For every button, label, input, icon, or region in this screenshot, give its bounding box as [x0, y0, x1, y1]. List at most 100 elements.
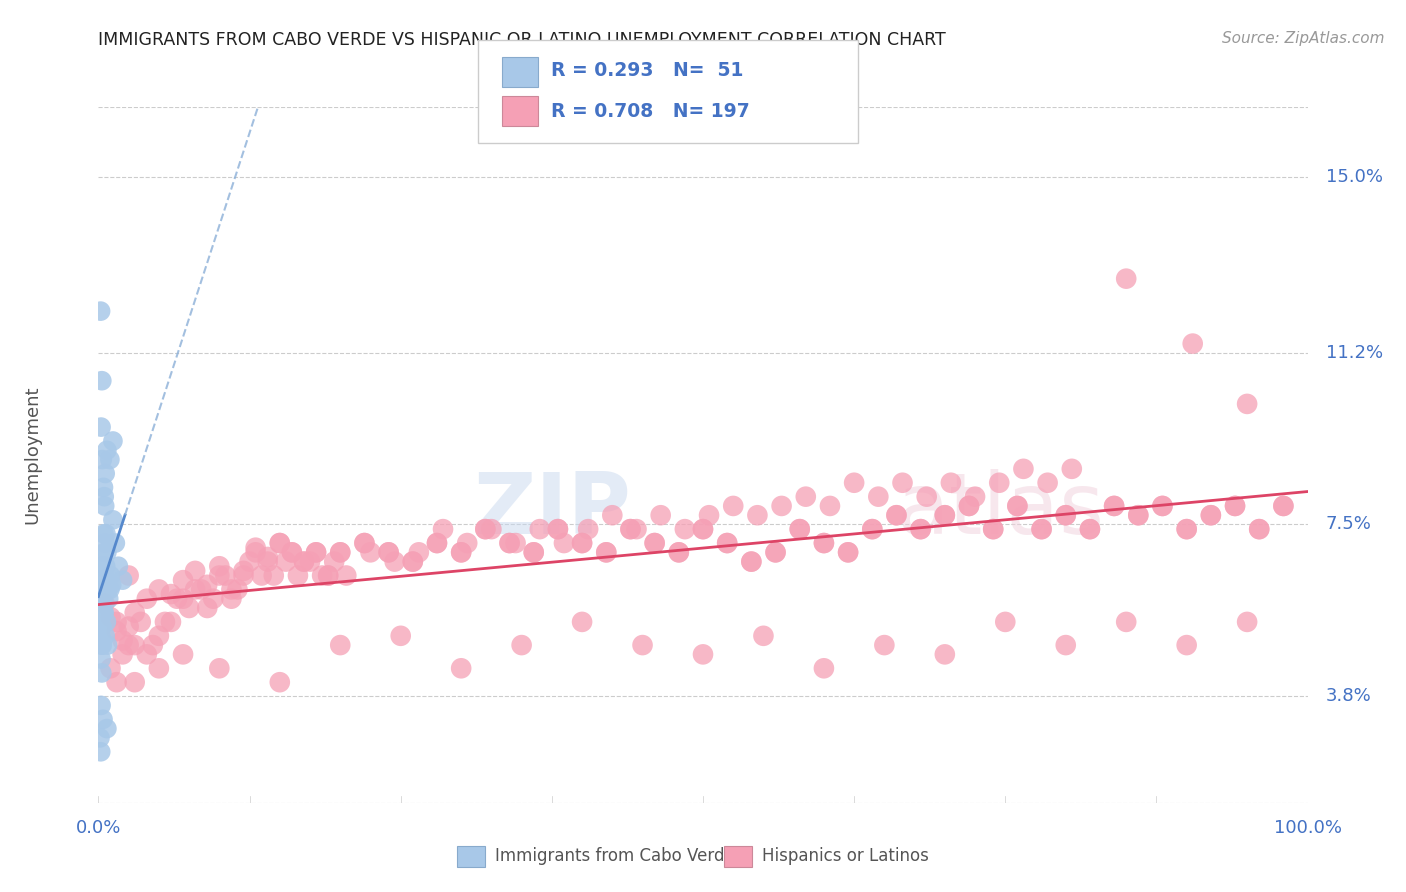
Point: [868, 490, 890, 504]
Point: [860, 522, 883, 536]
Point: [1054, 508, 1077, 523]
Point: [523, 545, 546, 559]
Point: [93, 596, 115, 610]
Point: [89, 731, 111, 745]
Point: [124, 675, 146, 690]
Point: [135, 591, 157, 606]
Point: [498, 536, 520, 550]
Text: Immigrants from Cabo Verde: Immigrants from Cabo Verde: [495, 847, 735, 865]
Point: [860, 522, 883, 536]
Point: [981, 522, 1004, 536]
Point: [553, 536, 575, 550]
Point: [226, 582, 249, 597]
Point: [256, 549, 278, 564]
Point: [232, 564, 254, 578]
Point: [281, 545, 304, 559]
Point: [111, 633, 134, 648]
Point: [98, 582, 121, 597]
Point: [576, 522, 599, 536]
Point: [432, 522, 454, 536]
Point: [305, 545, 328, 559]
Point: [93, 545, 115, 559]
Point: [1152, 499, 1174, 513]
Point: [90, 652, 112, 666]
Point: [813, 536, 835, 550]
Point: [91, 638, 114, 652]
Point: [389, 629, 412, 643]
Point: [96, 615, 118, 629]
Point: [208, 568, 231, 582]
Point: [245, 545, 267, 559]
Point: [595, 545, 617, 559]
Point: [129, 615, 152, 629]
Point: [747, 508, 769, 523]
Point: [547, 522, 569, 536]
Point: [1249, 522, 1271, 536]
Point: [94, 467, 117, 481]
Point: [873, 638, 896, 652]
Point: [886, 508, 908, 523]
Point: [650, 508, 672, 523]
Point: [91, 591, 114, 606]
Point: [910, 522, 932, 536]
Point: [100, 578, 122, 592]
Point: [1128, 508, 1150, 523]
Point: [90, 698, 112, 713]
Point: [813, 661, 835, 675]
Point: [571, 536, 593, 550]
Point: [716, 536, 738, 550]
Point: [631, 638, 654, 652]
Point: [90, 638, 112, 652]
Point: [104, 536, 127, 550]
Point: [93, 606, 115, 620]
Point: [93, 499, 115, 513]
Point: [1078, 522, 1101, 536]
Point: [111, 573, 134, 587]
Point: [402, 555, 425, 569]
Point: [474, 522, 496, 536]
Point: [89, 606, 111, 620]
Point: [1199, 508, 1222, 523]
Point: [1199, 508, 1222, 523]
Point: [765, 545, 787, 559]
Point: [287, 568, 309, 582]
Point: [626, 522, 648, 536]
Point: [184, 582, 207, 597]
Point: [94, 536, 117, 550]
Point: [1078, 522, 1101, 536]
Point: [957, 499, 980, 513]
Point: [96, 582, 118, 597]
Point: [408, 545, 430, 559]
Point: [1115, 271, 1137, 285]
Point: [402, 555, 425, 569]
Point: [96, 722, 118, 736]
Text: R = 0.293   N=  51: R = 0.293 N= 51: [551, 61, 744, 80]
Point: [353, 536, 375, 550]
Point: [1175, 638, 1198, 652]
Point: [91, 582, 114, 597]
Point: [208, 661, 231, 675]
Point: [316, 568, 339, 582]
Point: [789, 522, 811, 536]
Point: [602, 508, 624, 523]
Point: [135, 648, 157, 662]
Text: Source: ZipAtlas.com: Source: ZipAtlas.com: [1222, 31, 1385, 46]
Point: [172, 573, 194, 587]
Point: [1102, 499, 1125, 513]
Text: 11.2%: 11.2%: [1326, 344, 1384, 362]
Point: [1175, 522, 1198, 536]
Point: [353, 536, 375, 550]
Point: [994, 615, 1017, 629]
Point: [148, 582, 170, 597]
Point: [299, 555, 322, 569]
Point: [316, 568, 339, 582]
Point: [910, 522, 932, 536]
Point: [335, 568, 357, 582]
Point: [668, 545, 690, 559]
Point: [105, 675, 128, 690]
Point: [100, 568, 122, 582]
Point: [740, 555, 762, 569]
Point: [184, 564, 207, 578]
Point: [619, 522, 641, 536]
Point: [716, 536, 738, 550]
